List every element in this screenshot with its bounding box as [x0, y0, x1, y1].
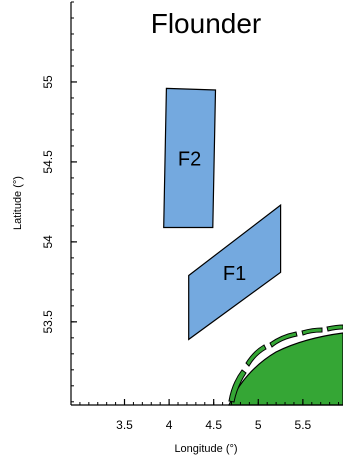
mainland	[228, 332, 343, 406]
x-tick-label: 4.5	[205, 418, 222, 432]
area-f2-polygon	[163, 87, 217, 229]
x-tick-label: 4	[166, 418, 173, 432]
y-tick-label: 55	[41, 75, 55, 89]
x-tick-label: 5.5	[295, 418, 312, 432]
island-vlieland	[245, 344, 267, 367]
y-tick-label: 53.5	[41, 310, 55, 334]
area-f1-polygon	[188, 203, 282, 341]
island-terschelling	[269, 331, 298, 348]
fishing-area-labels: F2 F1	[178, 148, 246, 285]
x-axis-ticks: 3.5 4 4.5 5 5.5	[116, 399, 312, 432]
area-f1-label: F1	[223, 263, 246, 285]
y-axis-label: Latitude (°)	[12, 176, 24, 230]
y-tick-label: 54.5	[41, 150, 55, 174]
x-tick-label: 3.5	[116, 418, 133, 432]
area-f2-label: F2	[178, 148, 201, 170]
island-texel	[228, 369, 247, 403]
map-title: Flounder	[151, 8, 262, 39]
island-schiermonnikoog	[326, 324, 343, 332]
coastline	[228, 324, 343, 406]
island-ameland	[301, 327, 323, 336]
y-tick-label: 54	[41, 235, 55, 249]
fishing-areas	[163, 87, 282, 341]
x-axis-label: Longitude (°)	[174, 443, 237, 455]
y-axis-ticks: 53.5 54 54.5 55	[41, 75, 77, 334]
x-tick-label: 5	[255, 418, 262, 432]
